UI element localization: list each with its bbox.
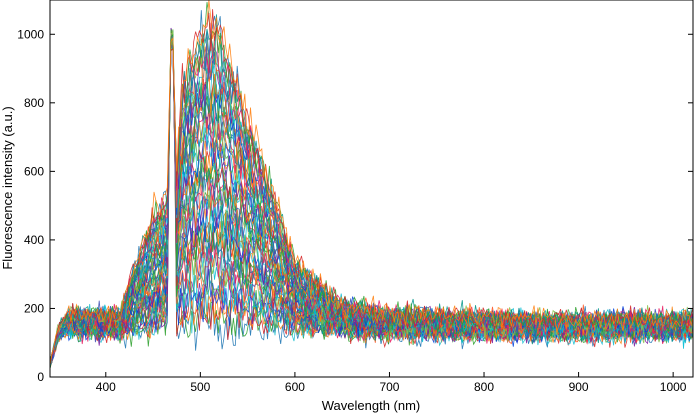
spectrum-line (49, 2, 694, 363)
y-tick-label: 1000 (17, 27, 44, 41)
x-axis: 400 500 600 700 800 900 1000 (96, 372, 687, 394)
x-tick-label: 600 (285, 380, 305, 394)
y-tick-label: 600 (24, 164, 44, 178)
spectrum-line (49, 0, 694, 366)
x-tick-label: 700 (379, 380, 399, 394)
x-tick-label: 500 (190, 380, 210, 394)
plot-area (49, 0, 694, 378)
y-tick-label: 800 (24, 96, 44, 110)
y-axis: 0 200 400 600 800 1000 (17, 27, 693, 384)
y-axis-label: Fluorescence intensity (a.u.) (0, 106, 15, 269)
x-axis-label: Wavelength (nm) (322, 398, 421, 413)
y-tick-label: 200 (24, 301, 44, 315)
x-tick-label: 800 (474, 380, 494, 394)
y-tick-label: 400 (24, 233, 44, 247)
x-tick-label: 400 (96, 380, 116, 394)
plot-frame (49, 0, 694, 378)
y-tick-label: 0 (37, 370, 44, 384)
x-tick-label: 1000 (660, 380, 687, 394)
x-tick-label: 900 (569, 380, 589, 394)
series-layer (49, 0, 694, 369)
